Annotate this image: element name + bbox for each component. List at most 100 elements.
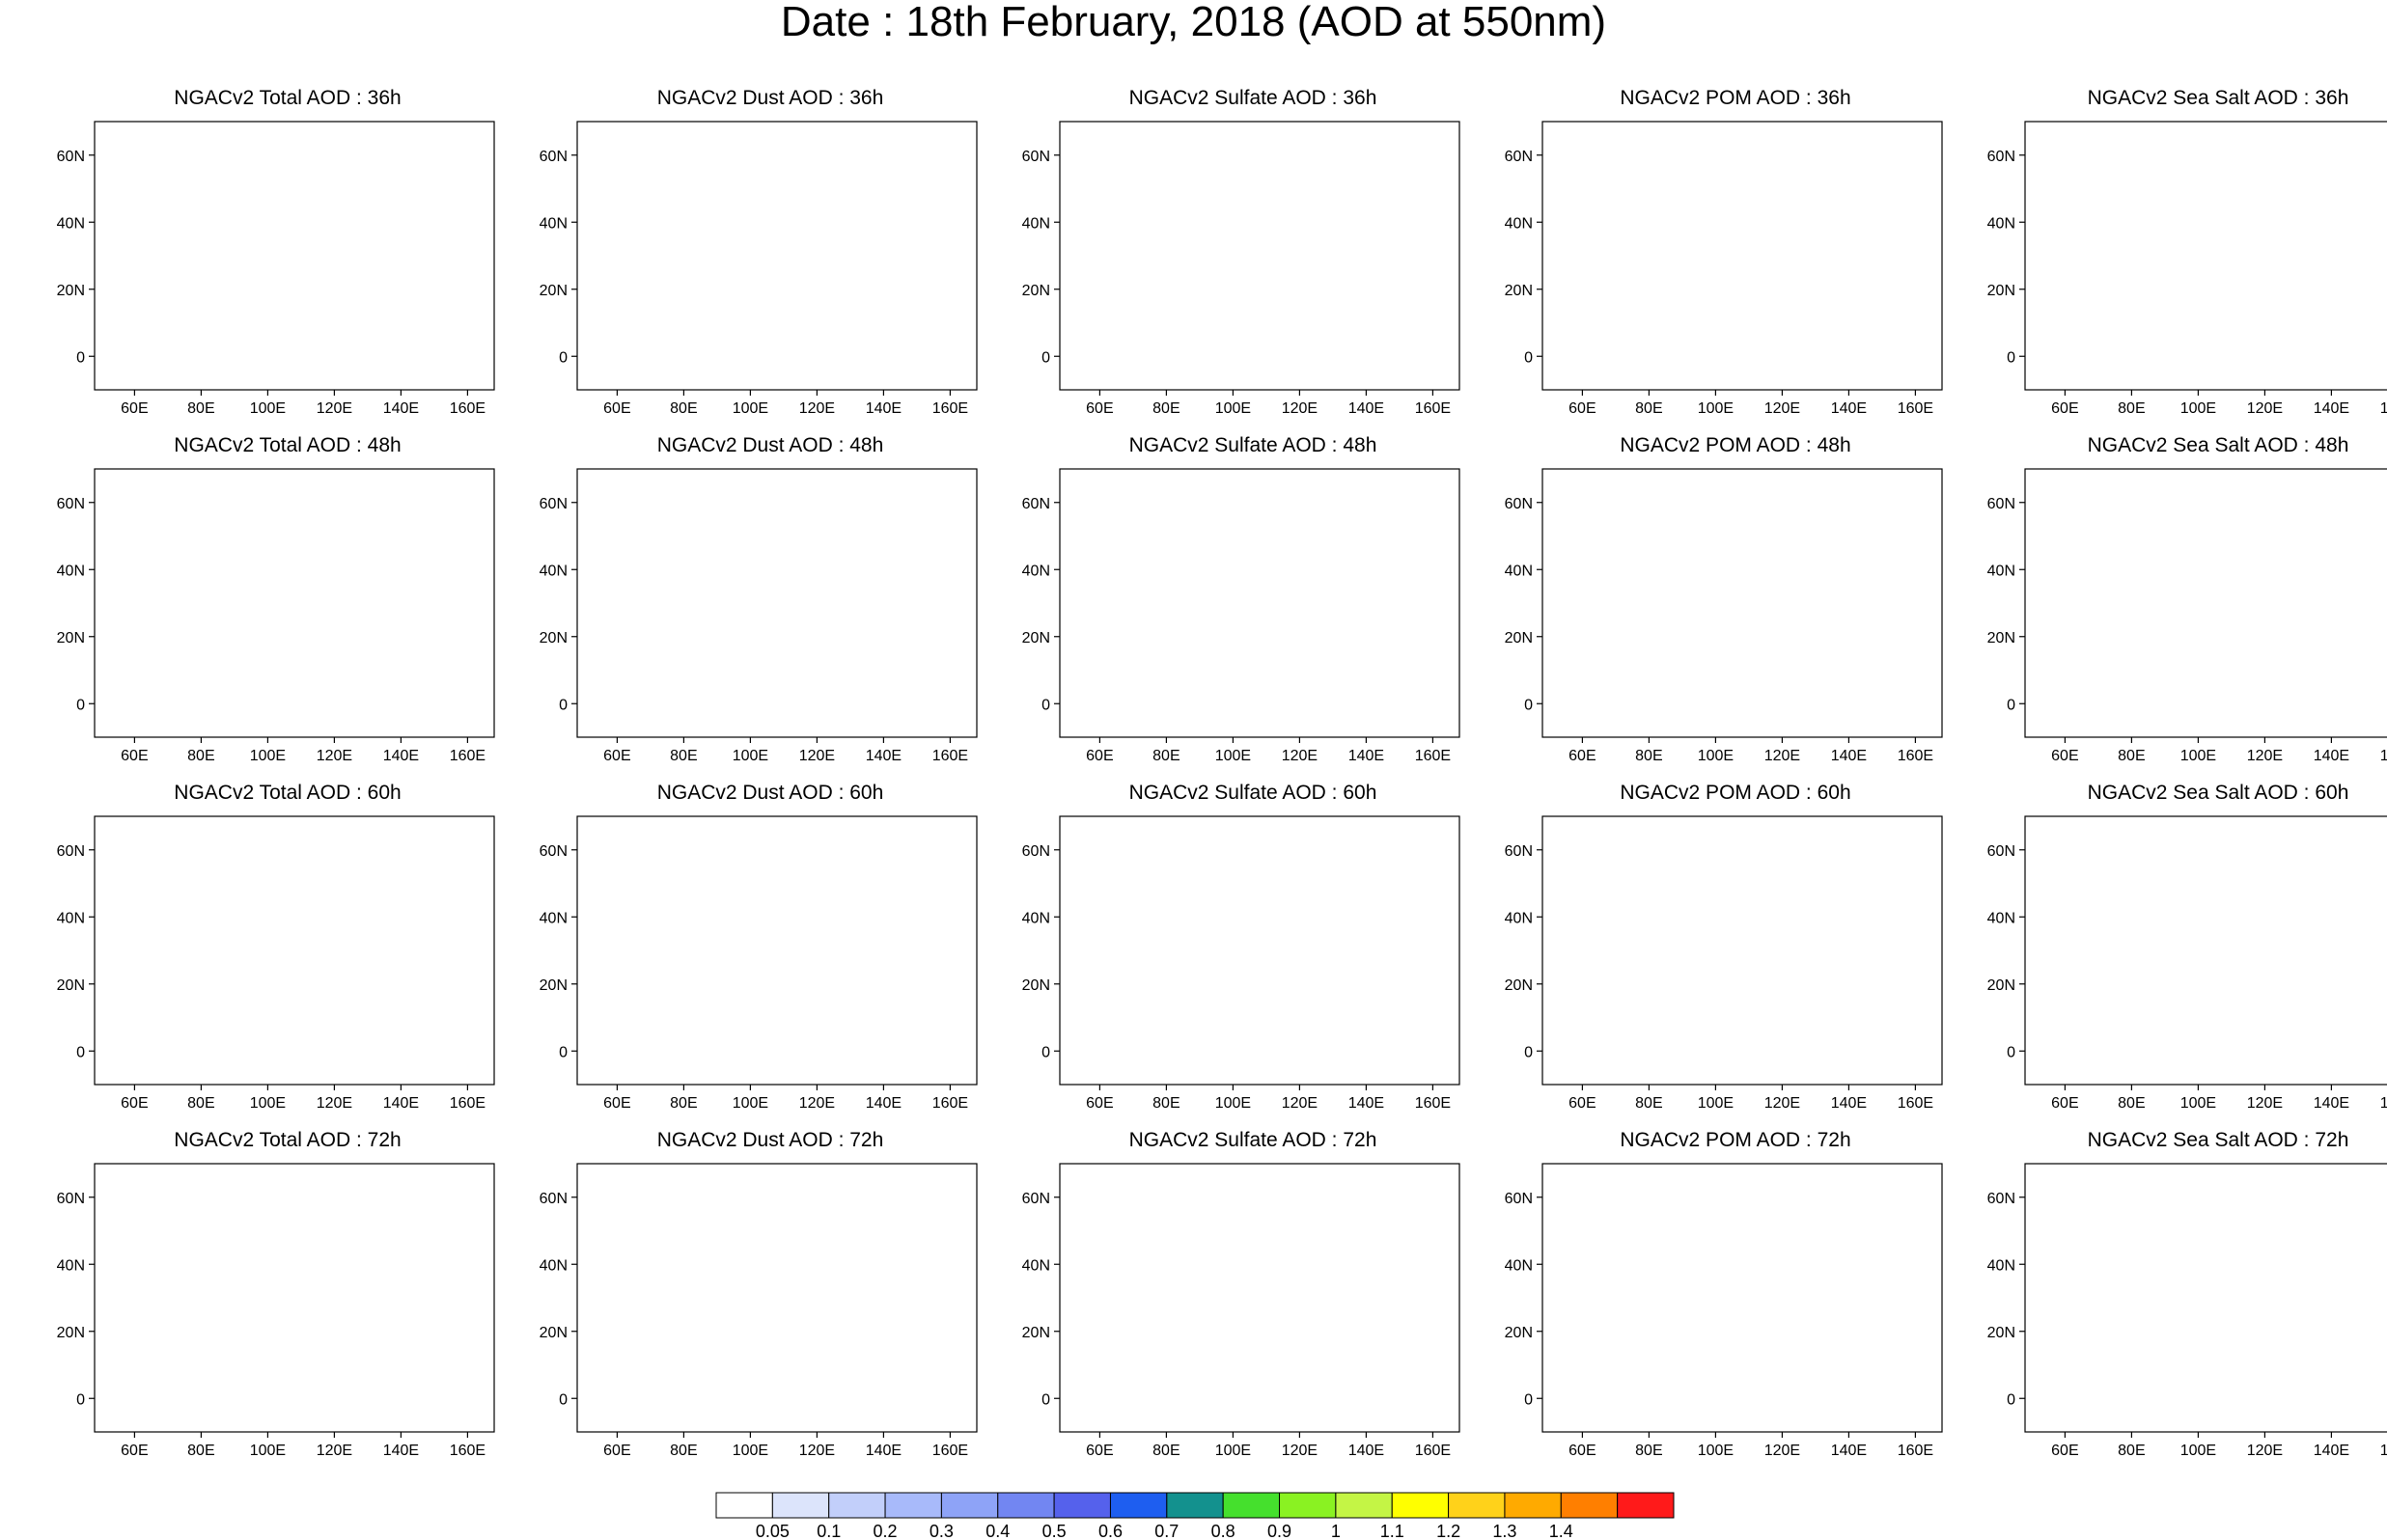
- lon-tick-label: 140E: [1831, 1095, 1867, 1112]
- lon-tick-label: 140E: [383, 748, 419, 764]
- lon-tick-label: 160E: [2380, 1095, 2387, 1112]
- colorbar-label: 1: [1331, 1522, 1341, 1540]
- map-plot: 60E 80E 100E 120E 140E 160E 60N 40N 20N 0: [1022, 815, 1460, 1112]
- colorbar-swatch: [1222, 1492, 1281, 1519]
- panel-title: NGACv2 Dust AOD : 36h: [656, 87, 884, 109]
- lat-tick-label: 60N: [540, 1191, 568, 1207]
- lon-tick-label: 60E: [2051, 1095, 2078, 1112]
- lon-tick-label: 60E: [1568, 1443, 1596, 1459]
- lat-tick-label: 60N: [1022, 1191, 1050, 1207]
- lon-tick-label: 100E: [733, 748, 768, 764]
- lon-tick-label: 120E: [1282, 400, 1318, 417]
- lon-tick-label: 60E: [121, 1443, 148, 1459]
- map-frame: [576, 121, 978, 391]
- lat-tick-label: 60N: [1987, 843, 2015, 860]
- lon-tick-label: 120E: [1764, 748, 1800, 764]
- map-panel-sulfate-18: NGACv2 Sulfate AOD : 72h 60E 80E 100E 120E 14…: [1012, 1129, 1494, 1459]
- lon-tick-label: 80E: [1635, 1443, 1662, 1459]
- map-plot: 60E 80E 100E 120E 140E 160E 60N 40N 20N 0: [57, 121, 495, 417]
- panel-title: NGACv2 Sea Salt AOD : 72h: [2087, 1129, 2349, 1151]
- map-frame: [1541, 121, 1943, 391]
- colorbar-swatch: [771, 1492, 830, 1519]
- lon-tick-label: 80E: [2118, 400, 2145, 417]
- colorbar-swatch: [1053, 1492, 1111, 1519]
- lat-tick-label: 20N: [1987, 977, 2015, 994]
- map-plot: 60E 80E 100E 120E 140E 160E 60N 40N 20N 0: [1022, 121, 1460, 417]
- map-panel-sulfate-3: NGACv2 Sulfate AOD : 36h 60E 80E 100E 120E 14…: [1012, 87, 1494, 417]
- lon-tick-label: 140E: [2314, 400, 2349, 417]
- panel-title: NGACv2 Sulfate AOD : 72h: [1128, 1129, 1377, 1151]
- lon-tick-label: 80E: [670, 1443, 697, 1459]
- lon-tick-label: 100E: [733, 400, 768, 417]
- panel-title: NGACv2 Sulfate AOD : 60h: [1128, 782, 1377, 804]
- panel-title: NGACv2 POM AOD : 60h: [1620, 782, 1851, 804]
- lon-tick-label: 120E: [317, 400, 352, 417]
- lat-tick-label: 0: [559, 697, 568, 713]
- map-plot: 60E 80E 100E 120E 140E 160E 60N 40N 20N 0: [540, 121, 978, 417]
- colorbar-swatch: [1279, 1492, 1337, 1519]
- map-plot: 60E 80E 100E 120E 140E 160E 60N 40N 20N 0: [1505, 121, 1943, 417]
- lat-tick-label: 60N: [1505, 496, 1533, 512]
- panel-title: NGACv2 Dust AOD : 48h: [656, 434, 884, 456]
- lon-tick-label: 140E: [1348, 1095, 1384, 1112]
- lat-tick-label: 60N: [1505, 843, 1533, 860]
- lon-tick-label: 80E: [670, 748, 697, 764]
- lon-tick-label: 100E: [250, 400, 286, 417]
- lon-tick-label: 120E: [799, 748, 835, 764]
- lon-tick-label: 80E: [187, 1095, 214, 1112]
- lat-tick-label: 0: [1041, 697, 1050, 713]
- lon-tick-label: 100E: [1215, 1443, 1251, 1459]
- lat-tick-label: 40N: [1022, 1257, 1050, 1274]
- lat-tick-label: 20N: [1987, 630, 2015, 646]
- lat-tick-label: 40N: [1987, 1257, 2015, 1274]
- map-panel-dust-12: NGACv2 Dust AOD : 60h 60E 80E 100E 120E 140E 1…: [529, 782, 1012, 1112]
- lon-tick-label: 120E: [2247, 1095, 2283, 1112]
- lon-tick-label: 140E: [383, 400, 419, 417]
- lat-tick-label: 40N: [57, 563, 85, 579]
- colorbar-swatch: [1617, 1492, 1675, 1519]
- lat-tick-label: 40N: [1022, 563, 1050, 579]
- lon-tick-label: 160E: [1898, 1443, 1933, 1459]
- lat-tick-label: 20N: [57, 977, 85, 994]
- colorbar-swatch: [1560, 1492, 1619, 1519]
- map-frame: [2024, 468, 2387, 738]
- lat-tick-label: 20N: [1987, 283, 2015, 299]
- lon-tick-label: 100E: [250, 1095, 286, 1112]
- lon-tick-label: 80E: [187, 748, 214, 764]
- lon-tick-label: 60E: [603, 1443, 630, 1459]
- lon-tick-label: 140E: [2314, 748, 2349, 764]
- lon-tick-label: 100E: [1698, 1443, 1734, 1459]
- lon-tick-label: 100E: [733, 1443, 768, 1459]
- colorbar-label: 0.05: [756, 1522, 790, 1540]
- lon-tick-label: 100E: [1698, 400, 1734, 417]
- lat-tick-label: 60N: [1022, 149, 1050, 165]
- lat-tick-label: 40N: [1505, 563, 1533, 579]
- lat-tick-label: 0: [2007, 349, 2015, 366]
- map-panel-total-1: NGACv2 Total AOD : 36h 60E 80E 100E 120E 140E…: [46, 87, 529, 417]
- lon-tick-label: 160E: [2380, 748, 2387, 764]
- lon-tick-label: 120E: [799, 1095, 835, 1112]
- lon-tick-label: 80E: [1152, 400, 1180, 417]
- panel-title: NGACv2 Sea Salt AOD : 36h: [2087, 87, 2349, 109]
- colorbar-swatch: [1391, 1492, 1450, 1519]
- lat-tick-label: 0: [559, 1044, 568, 1060]
- lat-tick-label: 20N: [540, 630, 568, 646]
- colorbar-swatch: [1166, 1492, 1224, 1519]
- panel-title: NGACv2 POM AOD : 36h: [1620, 87, 1851, 109]
- map-panel-dust-17: NGACv2 Dust AOD : 72h 60E 80E 100E 120E 140E 1…: [529, 1129, 1012, 1459]
- lat-tick-label: 0: [2007, 1044, 2015, 1060]
- map-frame: [2024, 1163, 2387, 1433]
- lat-tick-label: 0: [1041, 1044, 1050, 1060]
- lon-tick-label: 80E: [1635, 400, 1662, 417]
- map-frame: [94, 1163, 495, 1433]
- lon-tick-label: 120E: [2247, 400, 2283, 417]
- colorbar-label: 1.1: [1380, 1522, 1404, 1540]
- lon-tick-label: 60E: [1086, 748, 1113, 764]
- lat-tick-label: 0: [1524, 697, 1533, 713]
- lon-tick-label: 160E: [2380, 400, 2387, 417]
- panel-title: NGACv2 POM AOD : 48h: [1620, 434, 1851, 456]
- map-plot: 60E 80E 100E 120E 140E 160E 60N 40N 20N 0: [57, 1163, 495, 1459]
- lon-tick-label: 100E: [250, 1443, 286, 1459]
- lat-tick-label: 40N: [57, 910, 85, 926]
- map-frame: [576, 815, 978, 1086]
